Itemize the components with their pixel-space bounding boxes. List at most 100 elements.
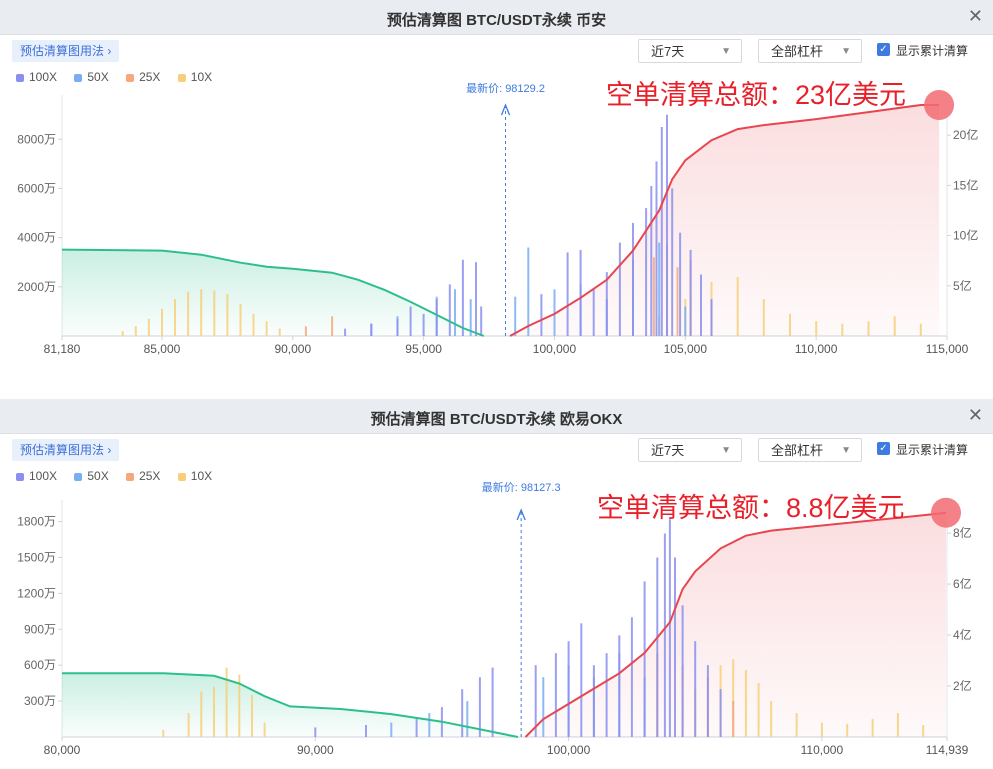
y-left-tick-label: 4000万	[17, 231, 56, 245]
legend-item-10x[interactable]: 10X	[177, 469, 212, 483]
long-cumulative-area	[62, 673, 518, 737]
panel-gap	[0, 366, 993, 399]
bar-10x	[893, 316, 896, 336]
bar-10x	[134, 326, 137, 336]
bar-50x	[370, 323, 373, 336]
latest-price-arrow-icon	[500, 103, 511, 116]
cumulative-checkbox[interactable]: ✓	[877, 442, 890, 455]
bar-10x	[263, 722, 266, 737]
bar-100x	[491, 667, 494, 737]
bar-100x	[567, 641, 570, 737]
legend-item-10x[interactable]: 10X	[177, 70, 213, 84]
latest-price-label: 最新价: 98129.2	[466, 81, 545, 95]
legend-swatch	[74, 472, 83, 481]
liquidation-panel-okx: 预估清算图 BTC/USDT永续 欧易OKX ✕ 预估清算图用法 › 近7天 ▼ …	[0, 399, 993, 769]
x-tick-label: 80,000	[44, 743, 81, 757]
bar-100x	[671, 188, 674, 336]
legend-item-100x[interactable]: 100X	[16, 469, 57, 483]
bar-10x	[121, 331, 124, 336]
usage-guide-button[interactable]: 预估清算图用法 ›	[12, 439, 120, 461]
x-tick-label: 105,000	[664, 342, 708, 356]
legend-item-50x[interactable]: 50X	[74, 469, 109, 483]
liquidation-panel-binance: 预估清算图 BTC/USDT永续 币安 ✕ 预估清算图用法 › 近7天 ▼ 全部杠…	[0, 0, 993, 366]
legend-label: 10X	[190, 70, 213, 84]
close-icon[interactable]: ✕	[967, 6, 983, 26]
bar-100x	[579, 249, 582, 336]
bar-100x	[365, 725, 367, 737]
short-cumulative-line	[509, 104, 940, 337]
bar-100x	[632, 222, 634, 336]
bar-25x	[706, 677, 709, 737]
legend-item-50x[interactable]: 50X	[74, 70, 109, 84]
leverage-select[interactable]: 全部杠杆 ▼	[758, 39, 862, 63]
x-tick-label: 115,000	[926, 342, 969, 356]
y-left-tick-label: 300万	[24, 694, 56, 708]
long-cumulative-line	[62, 672, 519, 738]
y-right-tick-label: 4亿	[953, 627, 972, 642]
y-left-tick-label: 1500万	[17, 550, 56, 564]
short-cumulative-area	[510, 105, 940, 336]
bar-10x	[278, 328, 281, 336]
bar-10x	[213, 686, 215, 737]
bar-100x	[370, 323, 373, 336]
bar-100x	[694, 641, 697, 737]
bar-50x	[469, 299, 472, 336]
bar-100x	[566, 252, 569, 336]
bar-100x	[344, 328, 347, 336]
bar-100x	[592, 665, 595, 737]
bar-25x	[331, 316, 334, 336]
close-icon[interactable]: ✕	[967, 405, 983, 425]
legend-label: 100X	[29, 469, 58, 483]
legend-swatch	[126, 472, 135, 481]
bar-100x	[540, 294, 543, 336]
bar-10x	[846, 723, 849, 737]
bar-100x	[674, 557, 676, 737]
bar-100x	[461, 689, 464, 737]
bar-100x	[645, 208, 648, 336]
leverage-value: 全部杠杆	[771, 443, 824, 458]
bar-10x	[226, 294, 229, 336]
bar-50x	[567, 665, 570, 737]
bar-10x	[922, 725, 925, 737]
leverage-value: 全部杠杆	[771, 44, 824, 59]
bar-100x	[592, 289, 595, 336]
bar-100x	[655, 161, 658, 336]
bar-10x	[789, 313, 791, 336]
legend-swatch	[126, 73, 135, 82]
bar-50x	[390, 722, 393, 737]
usage-guide-button[interactable]: 预估清算图用法 ›	[12, 40, 120, 62]
short-cumulative-area	[525, 512, 946, 737]
bar-10x	[757, 683, 760, 737]
bar-100x	[478, 677, 481, 737]
bar-25x	[666, 245, 668, 336]
y-right-tick-label: 10亿	[953, 228, 978, 243]
bar-10x	[239, 304, 242, 336]
leverage-select[interactable]: 全部杠杆 ▼	[758, 438, 862, 462]
bar-100x	[630, 617, 633, 737]
time-range-select[interactable]: 近7天 ▼	[638, 39, 742, 63]
bar-100x	[422, 313, 425, 336]
x-tick-label: 81,180	[44, 342, 81, 356]
bar-100x	[580, 623, 583, 737]
bar-50x	[553, 289, 556, 336]
x-tick-label: 90,000	[274, 342, 311, 356]
bar-100x	[605, 272, 608, 336]
legend-item-25x[interactable]: 25X	[126, 469, 160, 483]
bar-100x	[668, 519, 671, 737]
bar-10x	[762, 299, 765, 336]
bar-50x	[579, 284, 582, 336]
y-left-tick-label: 1200万	[17, 586, 56, 600]
y-left-tick-label: 8000万	[17, 132, 56, 146]
bar-100x	[480, 306, 483, 336]
x-tick-label: 110,000	[801, 743, 844, 757]
bar-10x	[174, 299, 176, 336]
legend-item-25x[interactable]: 25X	[126, 70, 160, 84]
bar-100x	[706, 665, 709, 737]
cumulative-endpoint-marker	[924, 90, 955, 120]
bar-100x	[710, 299, 713, 336]
cumulative-checkbox[interactable]: ✓	[877, 43, 890, 56]
bar-10x	[732, 659, 735, 737]
legend-item-100x[interactable]: 100X	[16, 70, 57, 84]
usage-guide-label: 预估清算图用法	[20, 443, 105, 457]
time-range-select[interactable]: 近7天 ▼	[638, 438, 742, 462]
